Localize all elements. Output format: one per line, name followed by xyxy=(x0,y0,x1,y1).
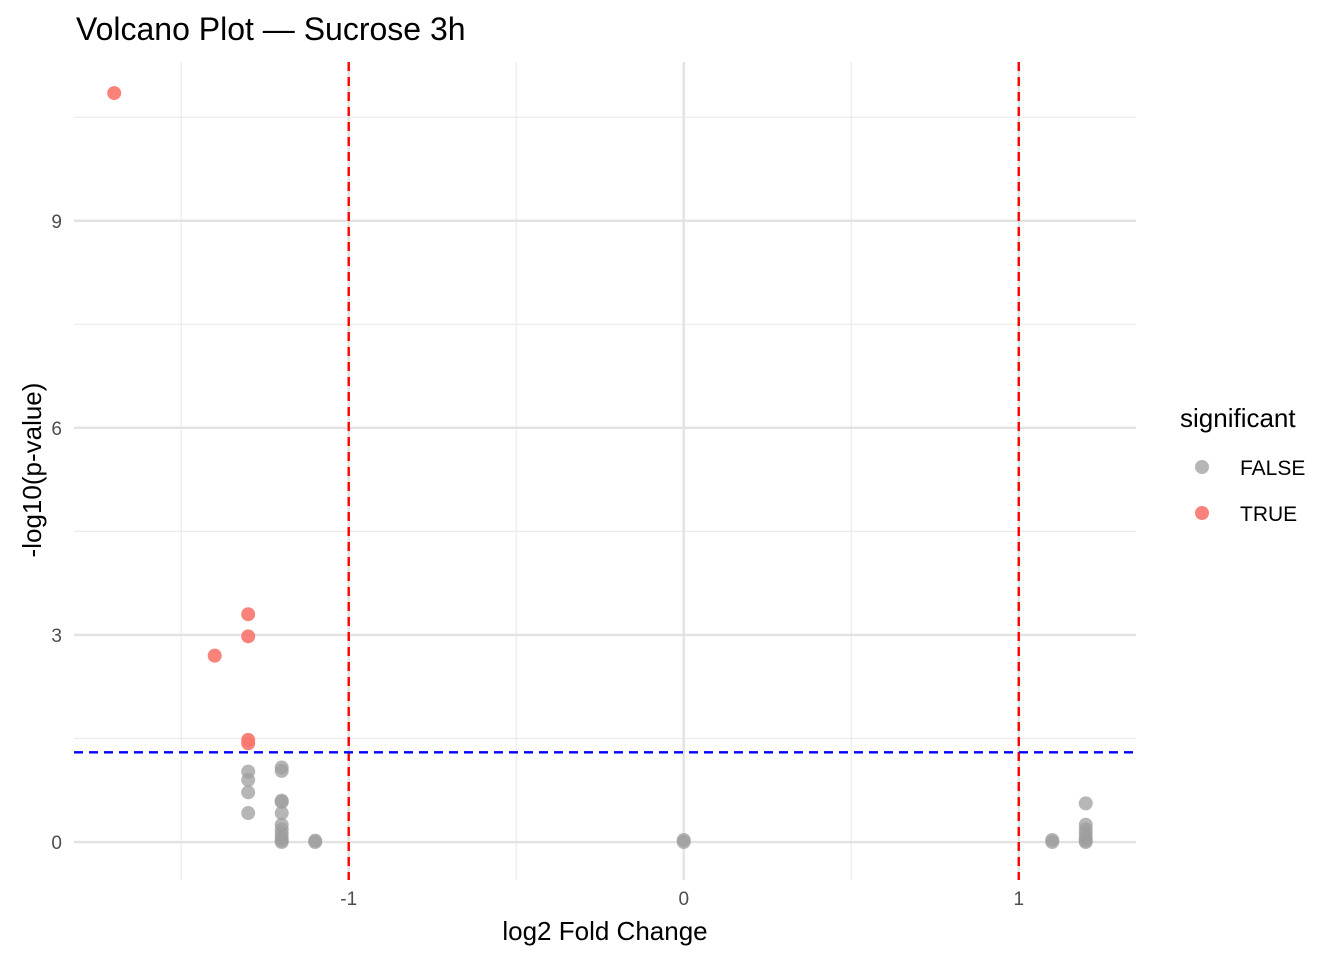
legend-label-false: FALSE xyxy=(1240,457,1305,480)
y-tick-label: 6 xyxy=(51,419,62,440)
point-false xyxy=(274,763,289,778)
point-false xyxy=(1078,796,1093,811)
legend-key-false xyxy=(1195,460,1209,474)
point-true xyxy=(207,648,222,663)
x-axis-title: log2 Fold Change xyxy=(502,916,707,946)
tick-labels: -1 0 1 0 3 6 9 xyxy=(51,212,1024,910)
point-false xyxy=(241,785,256,800)
chart-title: Volcano Plot — Sucrose 3h xyxy=(76,11,466,47)
point-false xyxy=(1078,835,1093,850)
point-true xyxy=(241,607,256,622)
legend-key-true xyxy=(1195,506,1209,520)
y-axis-title: -log10(p-value) xyxy=(17,383,47,558)
x-tick-label: 1 xyxy=(1013,889,1024,910)
x-tick-label: 0 xyxy=(678,889,689,910)
legend-label-true: TRUE xyxy=(1240,503,1297,526)
legend-title: significant xyxy=(1180,403,1296,433)
point-false xyxy=(274,806,289,821)
point-false xyxy=(241,772,256,787)
grid xyxy=(74,62,1136,880)
point-false xyxy=(1045,835,1060,850)
x-tick-label: -1 xyxy=(340,889,357,910)
data-points xyxy=(107,86,1093,850)
y-tick-label: 9 xyxy=(51,212,62,233)
point-true xyxy=(241,736,256,751)
threshold-lines xyxy=(74,62,1136,880)
point-false xyxy=(308,835,323,850)
legend: significant FALSE TRUE xyxy=(1180,403,1305,526)
point-true xyxy=(241,629,256,644)
point-false xyxy=(676,835,691,850)
point-false xyxy=(241,806,256,821)
point-true xyxy=(107,86,122,101)
point-false xyxy=(274,835,289,850)
y-tick-label: 0 xyxy=(51,833,62,854)
y-tick-label: 3 xyxy=(51,626,62,647)
point-false xyxy=(274,794,289,809)
